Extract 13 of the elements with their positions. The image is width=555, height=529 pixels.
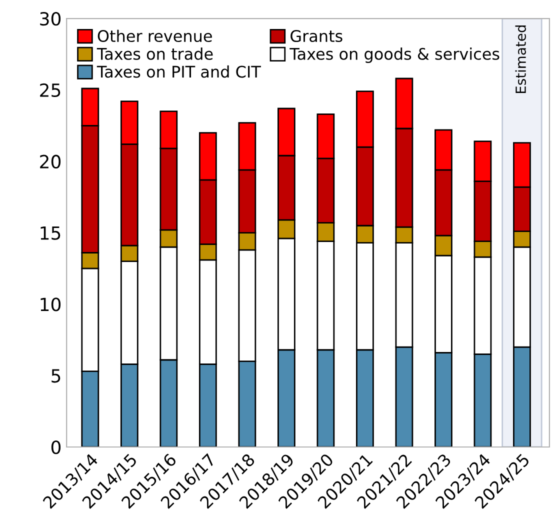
y-tick-label: 5: [52, 369, 60, 383]
legend-label: Other revenue: [98, 30, 212, 42]
y-tick-label: 15: [40, 226, 60, 240]
legend-label: Grants: [290, 30, 342, 42]
legend-label: Taxes on PIT and CIT: [96, 65, 261, 78]
y-tick-label: 20: [40, 154, 61, 168]
band-label: Estimated: [515, 25, 526, 94]
y-tick-label: 25: [40, 83, 60, 98]
y-tick-label: 10: [40, 298, 61, 312]
legend-label: Taxes on trade: [96, 48, 213, 60]
legend-label: Taxes on goods & services: [290, 48, 500, 64]
y-tick-label: 0: [51, 440, 61, 454]
y-tick-label: 30: [40, 12, 61, 26]
